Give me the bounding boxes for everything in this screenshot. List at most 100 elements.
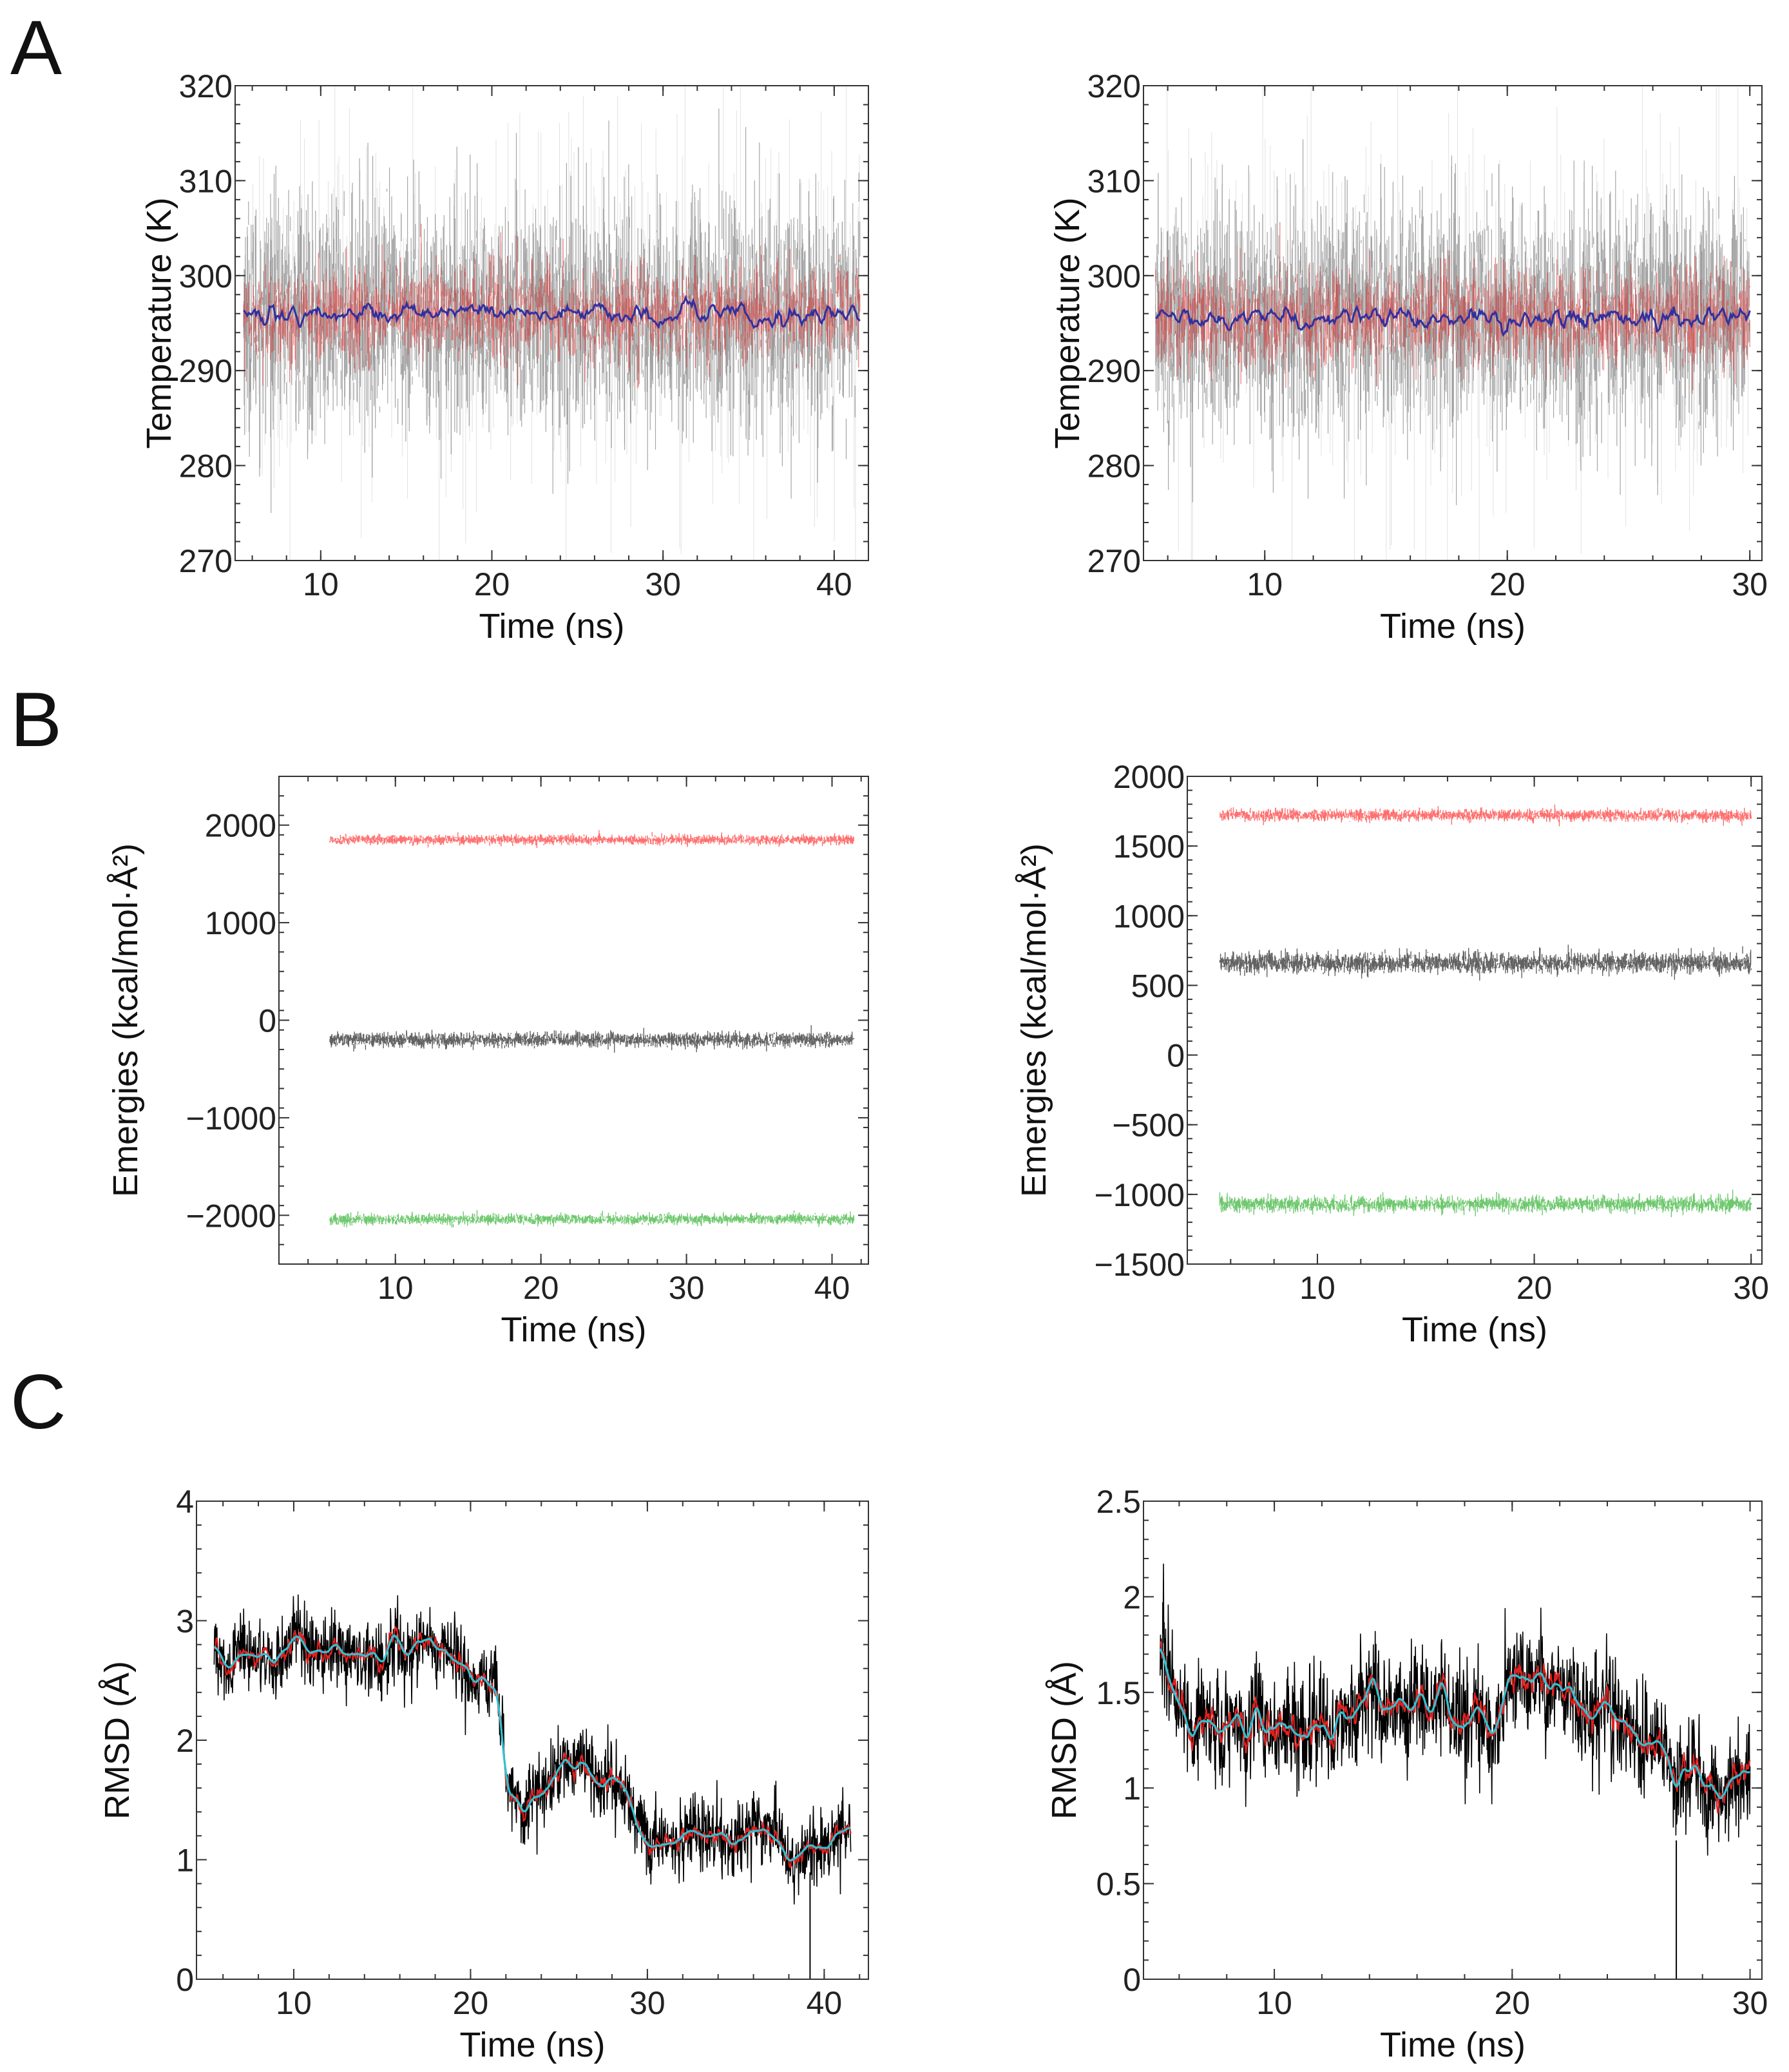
y-axis-title: RMSD (Å)	[98, 1661, 137, 1819]
x-tick-label: 10	[276, 1985, 312, 2021]
x-tick-label: 30	[1732, 566, 1768, 602]
x-tick-label: 20	[453, 1985, 489, 2021]
x-tick-label: 10	[1256, 1985, 1292, 2021]
y-axis-title: RMSD (Å)	[1045, 1661, 1084, 1819]
series-3	[1219, 1189, 1752, 1218]
series-1	[329, 830, 855, 848]
series-running-average-long	[1155, 304, 1751, 337]
y-tick-label: 0	[1167, 1038, 1185, 1074]
panel-letter-a: A	[10, 5, 62, 91]
series-running-average-long	[243, 294, 861, 329]
series-2	[329, 1025, 855, 1053]
chart-1: 10 20 30 40 270 280 290 300 310 320 Time (ns) Tempe…	[140, 68, 869, 646]
y-tick-label: 310	[179, 163, 233, 199]
y-tick-label: 2000	[205, 808, 276, 844]
y-tick-label: −1000	[186, 1100, 276, 1137]
plot-area	[243, 86, 861, 561]
y-tick-label: 3	[176, 1604, 194, 1640]
y-tick-label: 1000	[205, 905, 276, 941]
y-tick-label: 290	[1087, 353, 1141, 389]
y-tick-label: 320	[179, 68, 233, 104]
y-tick-label: 0	[258, 1003, 276, 1039]
y-tick-label: 1.5	[1096, 1675, 1141, 1711]
x-axis-title: Time (ns)	[479, 607, 625, 646]
series-instantaneous	[213, 1594, 852, 1905]
x-tick-label: 10	[378, 1270, 414, 1306]
y-tick-label: −2000	[186, 1198, 276, 1234]
chart-4: 10 20 30 −1500 −1000 −500 0 500 1000 1500 2000 Time…	[1015, 759, 1769, 1349]
panel-letter-c: C	[10, 1359, 66, 1445]
x-tick-label: 10	[1299, 1270, 1335, 1306]
y-tick-label: 280	[1087, 448, 1141, 484]
plot-frame	[278, 776, 869, 1265]
y-tick-label: 2.5	[1096, 1484, 1141, 1520]
x-tick-label: 30	[1733, 1270, 1769, 1306]
x-tick-label: 40	[814, 1270, 850, 1306]
y-axis-title: Temperature (K)	[1048, 197, 1087, 448]
y-axis-title: Temperature (K)	[140, 197, 178, 448]
x-tick-label: 40	[807, 1985, 843, 2021]
plot-area	[1155, 86, 1751, 561]
y-tick-label: 290	[179, 353, 233, 389]
x-tick-label: 30	[629, 1985, 665, 2021]
series-instantaneous	[1160, 1563, 1751, 1856]
x-tick-label: 30	[1732, 1985, 1768, 2021]
x-tick-label: 10	[303, 566, 339, 602]
plot-frame	[1143, 1501, 1763, 1980]
plot-frame	[196, 1501, 869, 1980]
y-axis-title: Emergies (kcal/mol·Å²)	[1015, 843, 1053, 1197]
plot-area	[213, 1594, 852, 1979]
y-tick-label: 280	[179, 448, 233, 484]
y-tick-label: 4	[176, 1484, 194, 1520]
plot-frame	[1143, 85, 1763, 561]
y-tick-label: 1500	[1113, 829, 1185, 865]
chart-5: 10 20 30 40 0 1 2 3 4 Time (ns) RMSD (Å)	[98, 1484, 869, 2064]
series-1	[1220, 804, 1752, 827]
plot-area	[1219, 804, 1752, 1218]
chart-6: 10 20 30 0 0.5 1 1.5 2 2.5 Time (ns) RMSD (Å)	[1045, 1484, 1768, 2064]
x-tick-label: 30	[645, 566, 681, 602]
x-axis-title: Time (ns)	[1380, 607, 1526, 646]
plot-frame	[1187, 776, 1763, 1265]
x-tick-label: 20	[474, 566, 510, 602]
y-tick-label: 0	[1123, 1962, 1141, 1998]
x-tick-label: 20	[1516, 1270, 1553, 1306]
x-axis-title: Time (ns)	[460, 2026, 606, 2064]
x-axis-title: Time (ns)	[501, 1310, 647, 1349]
y-axis-title: Emergies (kcal/mol·Å²)	[106, 843, 145, 1197]
x-tick-label: 40	[816, 566, 852, 602]
chart-3: 10 20 30 40 −2000 −1000 0 1000 2000 Time (ns) Emer…	[106, 776, 869, 1349]
x-tick-label: 10	[1247, 566, 1283, 602]
x-axis-title: Time (ns)	[1402, 1310, 1547, 1349]
series-running-average-long	[213, 1635, 852, 1862]
series-running-average-long	[1159, 1648, 1751, 1799]
x-tick-label: 20	[1489, 566, 1526, 602]
plot-area	[1159, 1563, 1751, 1979]
y-tick-label: 300	[1087, 258, 1141, 294]
y-tick-label: 1000	[1113, 898, 1185, 934]
y-tick-label: −1500	[1095, 1247, 1185, 1283]
y-tick-label: 2	[1123, 1579, 1141, 1615]
x-axis-title: Time (ns)	[1380, 2026, 1526, 2064]
y-tick-label: −1000	[1095, 1177, 1185, 1213]
x-tick-label: 20	[1494, 1985, 1530, 2021]
chart-2: 10 20 30 270 280 290 300 310 320 Time (ns) Tempera…	[1048, 68, 1768, 646]
y-tick-label: 2000	[1113, 759, 1185, 795]
y-tick-label: 270	[1087, 543, 1141, 579]
y-tick-label: 500	[1131, 968, 1185, 1004]
panel-letter-b: B	[10, 676, 62, 763]
series-2	[1219, 945, 1752, 981]
series-running-average-short	[1159, 1641, 1751, 1814]
y-tick-label: 270	[179, 543, 233, 579]
y-tick-label: 0.5	[1096, 1866, 1141, 1903]
series-3	[329, 1210, 855, 1228]
y-tick-label: 1	[176, 1843, 194, 1879]
x-tick-label: 30	[669, 1270, 705, 1306]
y-tick-label: 300	[179, 258, 233, 294]
x-tick-label: 20	[523, 1270, 559, 1306]
y-tick-label: 2	[176, 1723, 194, 1759]
plot-frame	[234, 85, 869, 561]
y-tick-label: 310	[1087, 163, 1141, 199]
y-tick-label: 0	[176, 1962, 194, 1998]
